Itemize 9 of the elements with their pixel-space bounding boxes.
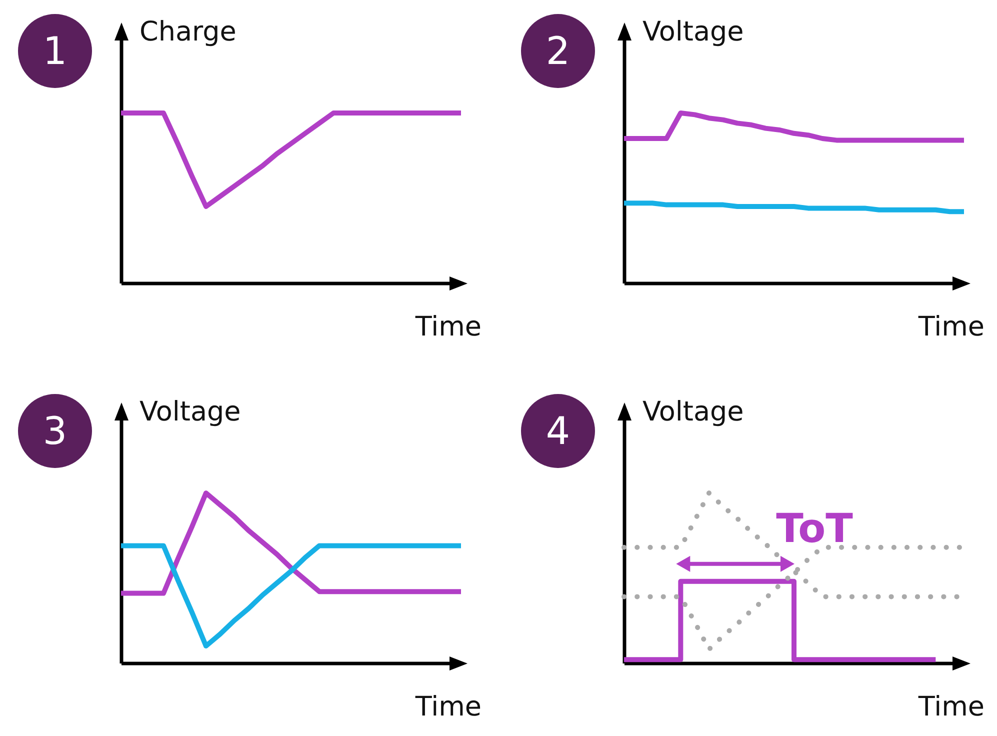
x-axis-title: Time xyxy=(917,312,984,342)
x-axis-title: Time xyxy=(917,692,984,722)
x-axis-title: Time xyxy=(414,312,482,342)
y-axis-title: Charge xyxy=(140,16,236,48)
x-axis-title: Time xyxy=(414,692,482,722)
annotation: ToT xyxy=(776,506,854,552)
y-axis-title: Voltage xyxy=(642,16,744,48)
y-axis-title: Voltage xyxy=(642,396,744,428)
y-axis-title: Voltage xyxy=(140,396,241,428)
